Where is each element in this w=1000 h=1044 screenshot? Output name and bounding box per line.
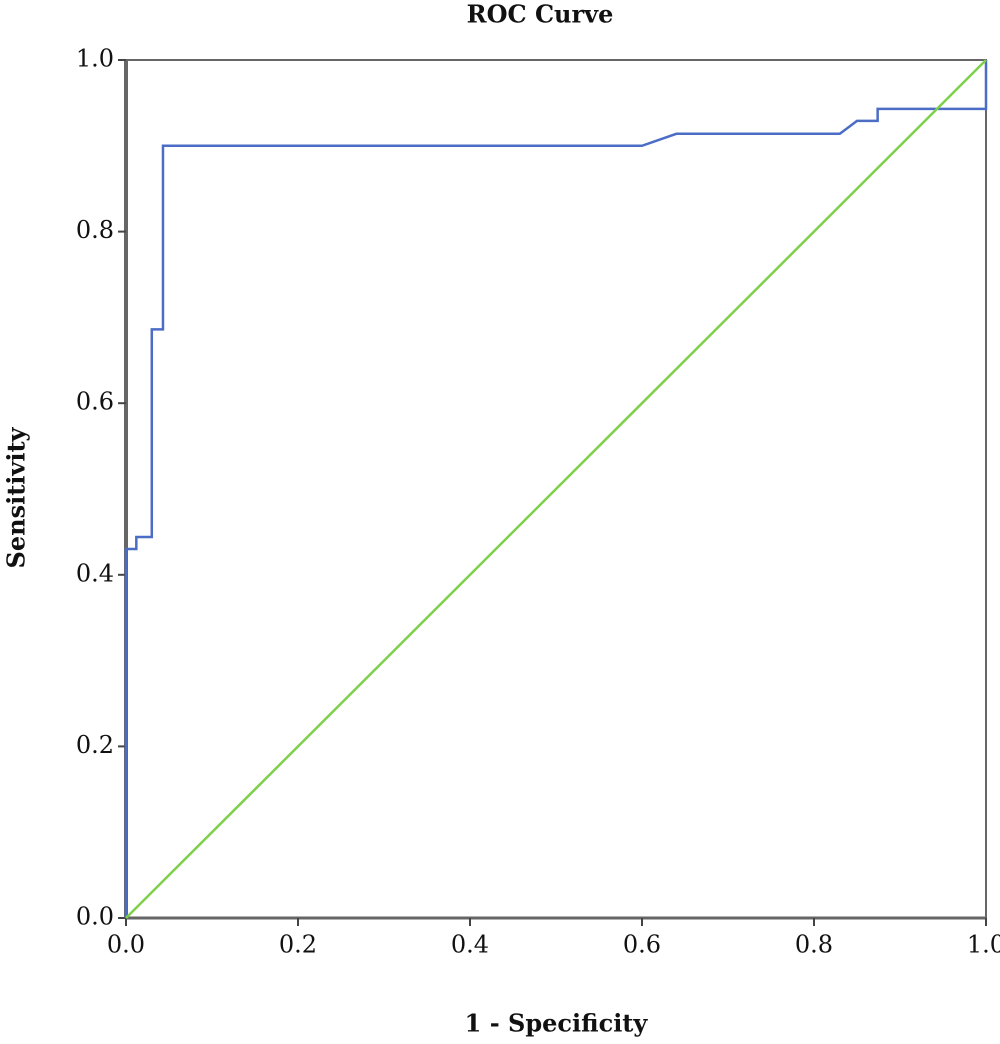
y-tick-label: 0.6	[76, 388, 114, 416]
y-axis-label: Sensitivity	[2, 426, 31, 568]
x-tick-label: 1.0	[967, 931, 1000, 959]
y-tick-label: 0.8	[76, 216, 114, 244]
x-tick-label: 0.6	[623, 931, 661, 959]
x-tick-label: 0.8	[795, 931, 833, 959]
y-tick-label: 0.0	[76, 903, 114, 931]
series-line	[124, 60, 988, 918]
x-tick-label: 0.4	[451, 931, 489, 959]
x-tick-label: 0.2	[279, 931, 317, 959]
x-tick-label: 0.0	[107, 931, 145, 959]
y-tick-label: 0.4	[76, 559, 114, 587]
y-tick-label: 0.2	[76, 731, 114, 759]
series-line	[125, 59, 987, 919]
y-tick-label: 1.0	[76, 45, 114, 73]
chart-title: ROC Curve	[467, 0, 614, 29]
x-axis-label: 1 - Specificity	[465, 1009, 649, 1038]
